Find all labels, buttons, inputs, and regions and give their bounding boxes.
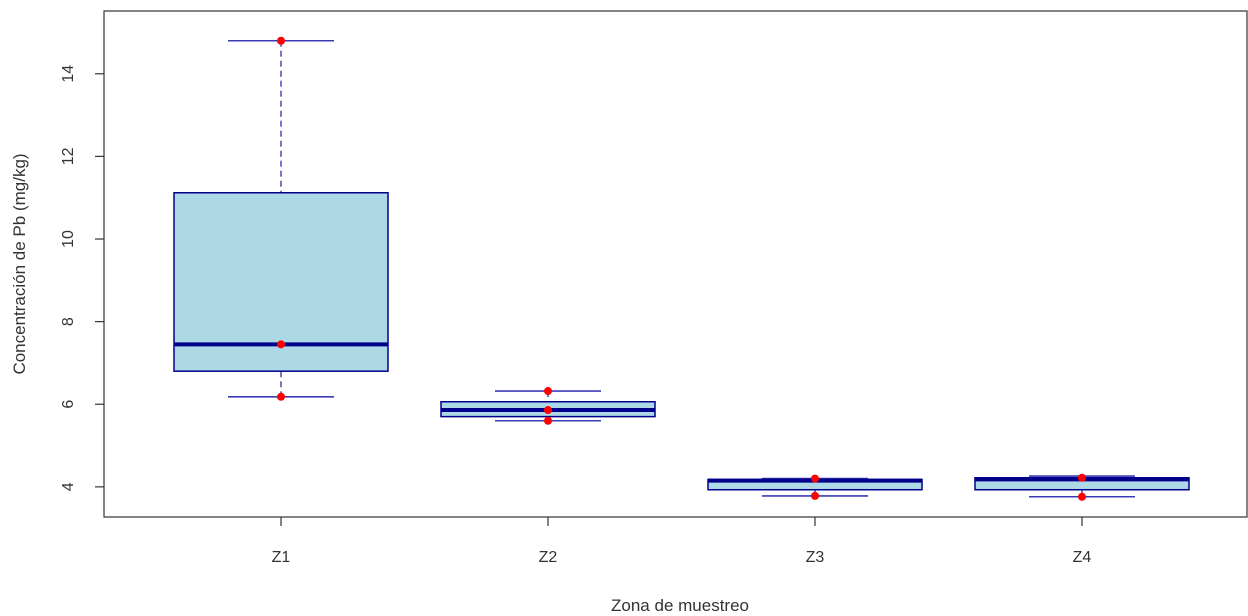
data-point [811,474,819,483]
y-tick-label: 4 [60,482,77,491]
boxes [173,36,1190,501]
x-tick-label: Z2 [539,549,558,566]
y-tick-label: 8 [60,317,77,326]
box-z2 [440,387,656,425]
data-point [1078,473,1086,482]
x-axis: Z1 Z2 Z3 Z4 [272,517,1092,566]
data-point [544,406,552,415]
box-z4 [974,473,1190,501]
plot-frame [103,10,1248,518]
data-point [277,36,285,45]
y-tick-label: 12 [60,147,77,165]
box-z3 [707,474,923,500]
x-axis-label: Zona de muestreo [611,596,749,615]
box-z1 [173,36,389,401]
y-tick-label: 6 [60,400,77,409]
x-tick-label: Z3 [806,549,825,566]
y-tick-label: 10 [60,230,77,248]
data-point [544,416,552,425]
y-axis-label: Concentración de Pb (mg/kg) [10,153,29,374]
data-point [277,340,285,349]
y-axis: 4 6 8 10 12 14 [60,65,104,491]
data-point [1078,492,1086,501]
x-tick-label: Z1 [272,549,291,566]
y-tick-label: 14 [60,65,77,83]
data-point [811,491,819,500]
data-point [277,392,285,401]
x-tick-label: Z4 [1073,549,1092,566]
data-point [544,387,552,396]
